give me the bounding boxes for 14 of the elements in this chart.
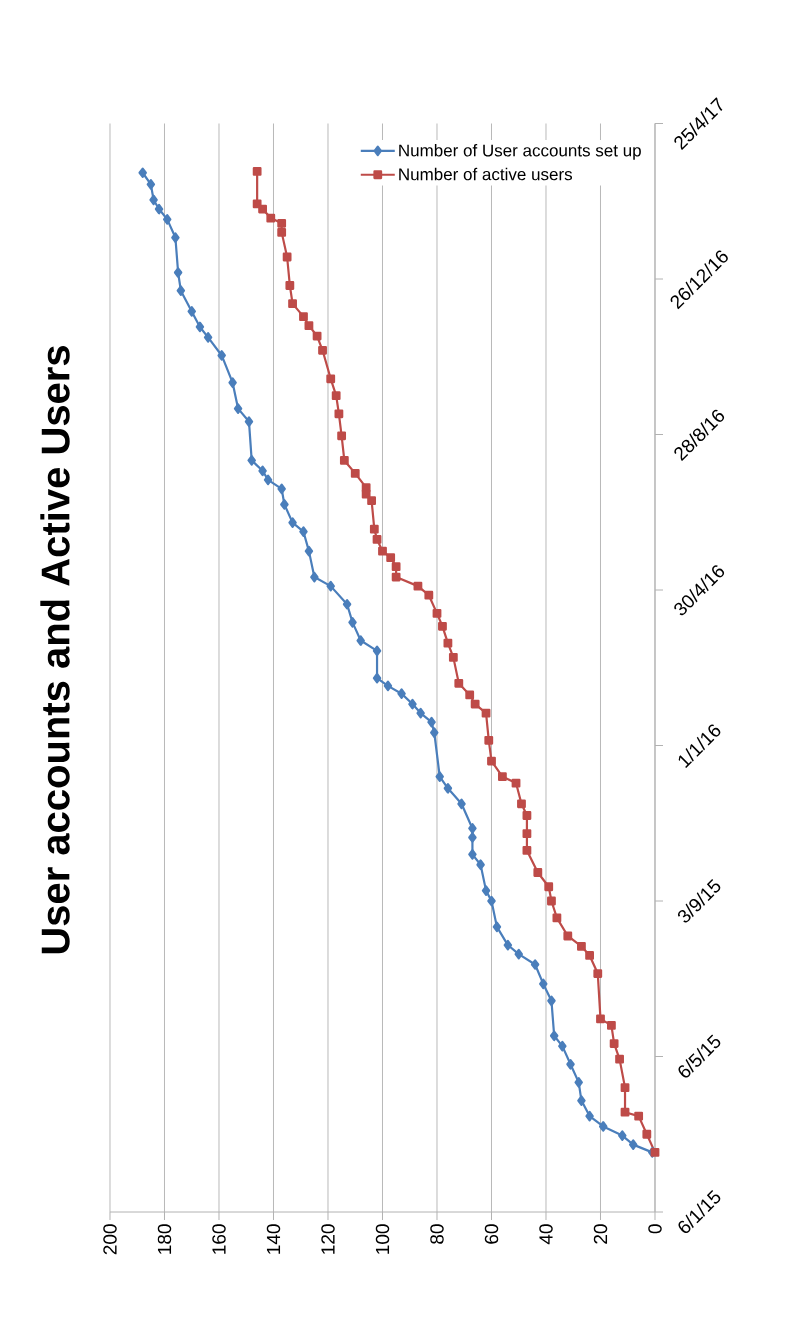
x-tick-label: 140 <box>266 1224 281 1254</box>
text: User accounts and Active Users <box>40 346 70 954</box>
x-tick-label: 0 <box>648 1224 662 1234</box>
x-tick-label: 60 <box>484 1224 499 1244</box>
x-tick-label: 120 <box>321 1224 335 1254</box>
x-tick-label: 100 <box>375 1224 390 1254</box>
x-tick-label: 40 <box>539 1224 553 1245</box>
legend-label: Number of active users <box>399 167 573 181</box>
x-tick-label: 80 <box>430 1224 444 1244</box>
legend-label: Number of User accounts set up <box>399 144 641 160</box>
x-tick-label: 200 <box>103 1224 117 1255</box>
x-tick-label: 180 <box>157 1224 172 1254</box>
x-tick-label: 20 <box>593 1224 608 1244</box>
x-tick-label: 160 <box>212 1224 226 1254</box>
